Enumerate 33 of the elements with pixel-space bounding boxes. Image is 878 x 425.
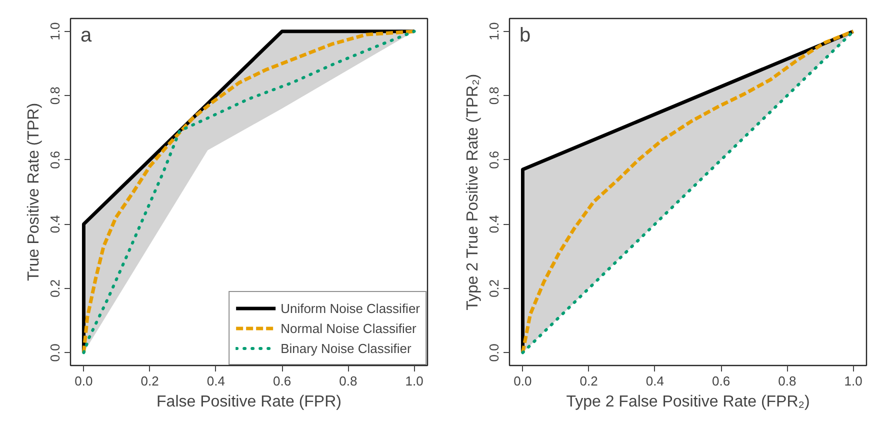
x-tick-label: 0.8: [778, 374, 796, 388]
y-tick-label: 0.6: [48, 150, 62, 169]
y-tick-label: 0.6: [486, 150, 502, 169]
y-tick-label: 0.4: [48, 215, 62, 234]
annotation: b: [520, 24, 531, 46]
y-tick-label: 0.8: [48, 86, 62, 105]
x-tick-label: 0.0: [74, 374, 93, 388]
x-axis-title: False Positive Rate (FPR): [156, 394, 342, 410]
y-tick-label: 0.8: [486, 86, 502, 105]
annotation: a: [80, 24, 92, 46]
x-tick-label: 0.6: [712, 374, 730, 388]
x-tick-label: 0.0: [514, 374, 532, 388]
x-tick-label: 1.0: [844, 374, 862, 388]
x-tick-label: 1.0: [405, 374, 424, 388]
y-tick-label: 1.0: [486, 22, 502, 40]
x-tick-label: 0.6: [273, 374, 292, 388]
legend-label: Binary Noise Classifier: [280, 340, 412, 356]
y-tick-label: 0.0: [48, 344, 62, 362]
legend-label: Uniform Noise Classifier: [280, 300, 420, 316]
y-axis-title: True Positive Rate (TPR): [26, 102, 42, 282]
x-axis-title: Type 2 False Positive Rate (FPR₂): [566, 394, 810, 410]
x-tick-label: 0.2: [580, 374, 598, 388]
legend-label: Normal Noise Classifier: [280, 320, 416, 336]
y-tick-label: 0.4: [486, 215, 502, 234]
y-axis-title: Type 2 True Positive Rate (TPR₂): [464, 74, 482, 310]
x-tick-label: 0.4: [646, 374, 664, 388]
y-tick-label: 0.0: [486, 344, 502, 362]
x-tick-label: 0.4: [206, 374, 225, 388]
x-tick-label: 0.8: [339, 374, 358, 388]
y-tick-label: 0.2: [48, 279, 62, 298]
y-tick-label: 0.2: [486, 279, 502, 298]
y-tick-label: 1.0: [48, 22, 62, 40]
x-tick-label: 0.2: [140, 374, 159, 388]
